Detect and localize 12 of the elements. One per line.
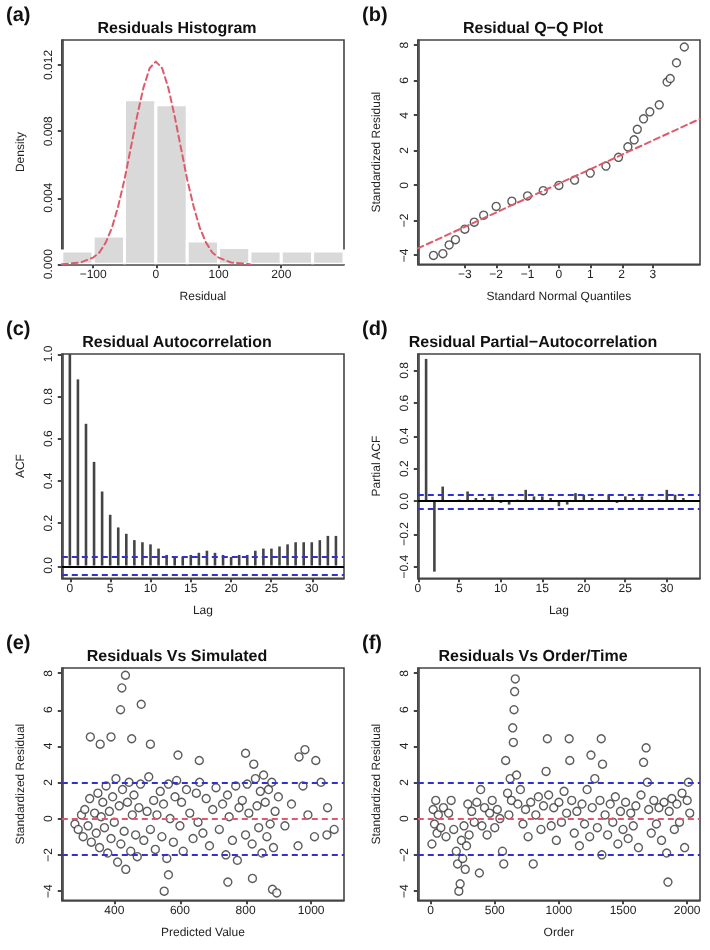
text: (a) (6, 5, 31, 27)
chart-title: Residual Autocorrelation (82, 333, 273, 351)
chart-title: Residual Q−Q Plot (462, 19, 604, 37)
text: (b) (362, 5, 388, 27)
chart-title: Residual Partial−Autocorrelation (408, 333, 658, 351)
chart-title: Residuals Vs Order/Time (438, 647, 629, 665)
text: (f) (362, 633, 382, 655)
text: (d) (362, 319, 388, 341)
chart-title: Residuals Vs Simulated (86, 647, 268, 665)
text: (e) (6, 633, 31, 655)
chart-title: Residuals Histogram (97, 19, 257, 37)
text: (c) (6, 319, 31, 341)
